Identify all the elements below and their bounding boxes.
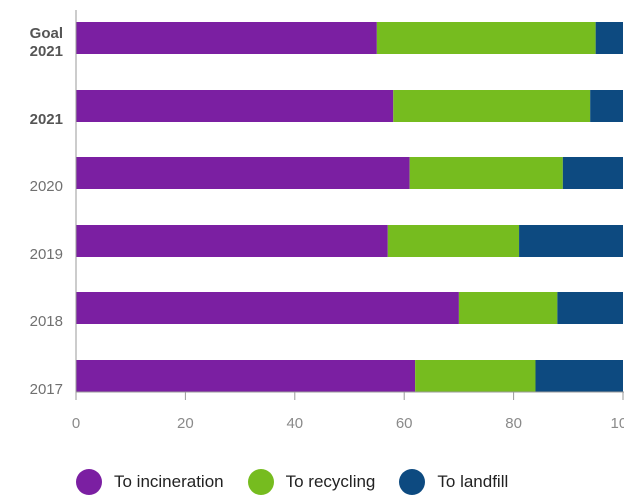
legend-label-recycling: To recycling: [285, 472, 376, 491]
y-label-2019-0: 2019: [30, 246, 63, 263]
y-label-2020-0: 2020: [30, 178, 63, 195]
legend-item-recycling: To recycling: [247, 469, 376, 495]
bar-to-landfill-goal-2021: [595, 22, 623, 54]
y-label-2021-0: 2021: [30, 111, 63, 128]
x-tick-label-0: 0: [72, 415, 80, 432]
x-tick-label-40: 40: [286, 415, 303, 432]
bar-to-recycling-2019: [387, 225, 520, 257]
bar-to-landfill-2018: [557, 292, 623, 324]
x-tick-label-100: 100: [610, 415, 624, 432]
bar-to-recycling-2017: [415, 360, 536, 392]
legend-item-landfill: To landfill: [399, 469, 508, 495]
bar-to-recycling-goal-2021: [376, 22, 596, 54]
bar-to-recycling-2020: [409, 157, 563, 189]
bar-to-incineration-2017: [76, 360, 416, 392]
bar-to-incineration-2021: [76, 90, 394, 122]
y-label-goal-2021-1: 2021: [30, 43, 63, 60]
bar-to-landfill-2019: [519, 225, 623, 257]
legend-label-landfill: To landfill: [437, 472, 509, 491]
bar-to-incineration-2019: [76, 225, 388, 257]
bar-to-recycling-2018: [458, 292, 558, 324]
legend: To incineration To recycling To landfill: [76, 468, 532, 496]
bar-to-recycling-2021: [393, 90, 591, 122]
legend-swatch-incineration: [76, 469, 102, 495]
legend-label-incineration: To incineration: [114, 472, 224, 491]
x-tick-label-60: 60: [396, 415, 413, 432]
y-label-2017-0: 2017: [30, 381, 63, 398]
legend-swatch-landfill: [399, 469, 426, 495]
x-tick-label-80: 80: [505, 415, 522, 432]
bar-to-landfill-2020: [562, 157, 623, 189]
bar-to-incineration-2018: [76, 292, 459, 324]
bar-to-incineration-goal-2021: [76, 22, 377, 54]
y-label-2018-0: 2018: [30, 313, 63, 330]
y-label-goal-2021-0: Goal: [30, 25, 63, 42]
bar-to-landfill-2021: [590, 90, 623, 122]
legend-item-incineration: To incineration: [76, 469, 224, 495]
bar-to-incineration-2020: [76, 157, 410, 189]
legend-swatch-recycling: [247, 469, 274, 495]
x-tick-label-20: 20: [177, 415, 194, 432]
bar-to-landfill-2017: [535, 360, 623, 392]
